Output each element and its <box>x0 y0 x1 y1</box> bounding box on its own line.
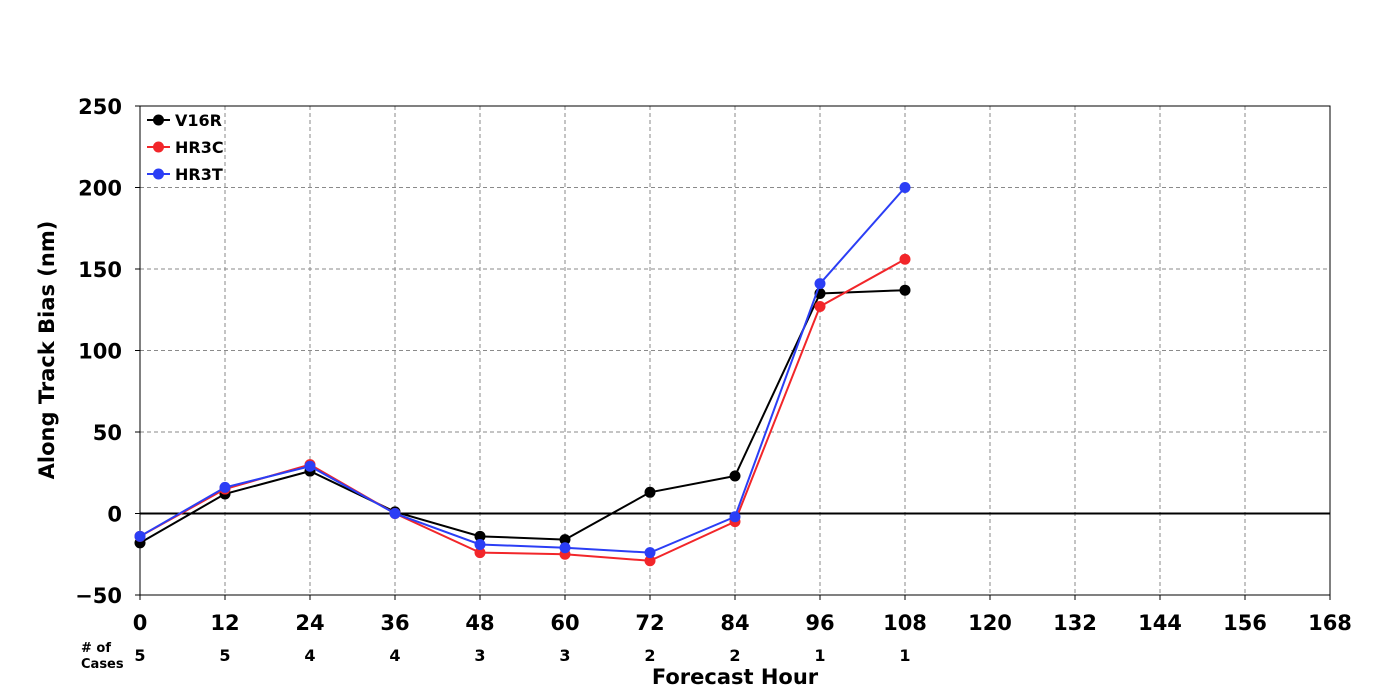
x-tick-label: 96 <box>805 611 834 635</box>
data-point-hr3t <box>389 508 401 519</box>
data-point-hr3t <box>304 460 316 472</box>
x-tick-label: 12 <box>210 611 239 635</box>
legend-label: HR3T <box>175 165 223 184</box>
data-point-hr3t <box>219 481 231 493</box>
case-count: 1 <box>899 646 910 665</box>
cases-row: # of Cases 5 5 4 4 3 3 2 2 1 1 <box>81 641 911 672</box>
series-line-v16r <box>139 289 906 544</box>
case-count: 4 <box>389 646 400 665</box>
x-tick-label: 60 <box>550 611 579 635</box>
data-point-v16r <box>559 534 571 546</box>
data-point-v16r <box>644 486 656 498</box>
case-count: 5 <box>134 646 145 665</box>
x-tick-label: 144 <box>1138 611 1182 635</box>
data-point-hr3t <box>134 530 146 542</box>
legend: V16R HR3C HR3T <box>147 111 224 184</box>
x-tick-label: 108 <box>883 611 927 635</box>
x-tick-label: 156 <box>1223 611 1267 635</box>
data-point-hr3t <box>474 538 486 550</box>
cases-label-line2: Cases <box>81 657 124 672</box>
y-tick-label: 0 <box>107 503 122 527</box>
data-point-hr3t <box>899 182 911 193</box>
data-point-v16r <box>729 470 741 482</box>
y-tick-labels: −50 0 50 100 150 200 250 <box>75 95 140 608</box>
legend-marker <box>153 114 164 126</box>
data-point-hr3c <box>474 547 486 559</box>
series-layer <box>134 182 911 567</box>
x-tick-label: 72 <box>635 611 664 635</box>
x-tick-label: 120 <box>968 611 1012 635</box>
data-point-hr3c <box>814 300 826 312</box>
legend-item-hr3c: HR3C <box>147 138 224 157</box>
legend-label: V16R <box>175 111 222 130</box>
y-tick-label: 250 <box>78 95 122 119</box>
x-tick-labels: 0 12 24 36 48 60 72 84 96 108 120 132 144 156 168 <box>133 595 1352 635</box>
data-point-v16r <box>899 284 911 296</box>
legend-item-hr3t: HR3T <box>147 165 223 184</box>
x-axis-title: Forecast Hour <box>652 665 819 689</box>
legend-marker <box>153 168 164 180</box>
data-point-hr3t <box>559 542 571 554</box>
series-v16r <box>134 284 911 549</box>
x-tick-label: 168 <box>1308 611 1352 635</box>
case-count: 3 <box>474 646 485 665</box>
data-point-hr3c <box>899 253 911 265</box>
y-tick-label: 100 <box>78 340 122 364</box>
x-tick-label: 84 <box>720 611 749 635</box>
x-tick-label: 36 <box>380 611 409 635</box>
series-hr3c <box>134 253 911 567</box>
x-tick-label: 48 <box>465 611 494 635</box>
case-count: 4 <box>304 646 315 665</box>
data-point-hr3c <box>644 555 656 567</box>
series-hr3t <box>134 182 911 559</box>
y-tick-label: −50 <box>75 584 122 608</box>
x-tick-label: 0 <box>133 611 148 635</box>
case-count: 2 <box>729 646 740 665</box>
x-tick-label: 132 <box>1053 611 1097 635</box>
case-count: 5 <box>219 646 230 665</box>
data-point-hr3t <box>814 278 826 290</box>
case-count: 2 <box>644 646 655 665</box>
series-line-hr3c <box>139 258 906 562</box>
y-tick-label: 50 <box>93 421 122 445</box>
legend-marker <box>153 141 164 153</box>
data-point-hr3t <box>729 511 741 523</box>
series-line-hr3t <box>139 186 906 554</box>
cases-label-line1: # of <box>81 641 111 656</box>
y-tick-label: 150 <box>78 258 122 282</box>
case-count: 1 <box>814 646 825 665</box>
data-point-hr3t <box>644 547 656 559</box>
data-point-v16r <box>474 530 486 542</box>
y-axis-title: Along Track Bias (nm) <box>35 221 59 480</box>
case-count: 3 <box>559 646 570 665</box>
x-tick-label: 24 <box>295 611 324 635</box>
legend-label: HR3C <box>175 138 224 157</box>
legend-item-v16r: V16R <box>147 111 222 130</box>
y-tick-label: 200 <box>78 177 122 201</box>
